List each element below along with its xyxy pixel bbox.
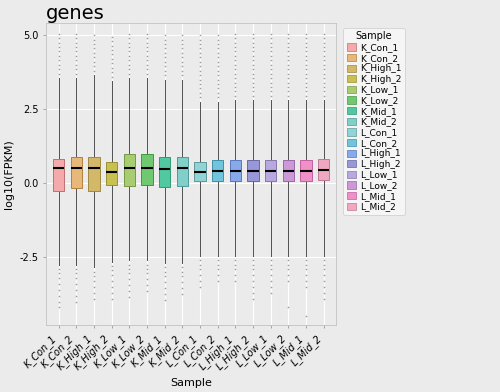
PathPatch shape bbox=[248, 160, 259, 181]
X-axis label: Sample: Sample bbox=[170, 378, 212, 388]
PathPatch shape bbox=[159, 157, 170, 187]
PathPatch shape bbox=[176, 157, 188, 186]
PathPatch shape bbox=[230, 160, 241, 181]
PathPatch shape bbox=[53, 159, 64, 191]
PathPatch shape bbox=[300, 160, 312, 181]
Text: genes: genes bbox=[46, 4, 105, 23]
Y-axis label: log10(FPKM): log10(FPKM) bbox=[4, 140, 14, 209]
PathPatch shape bbox=[142, 154, 153, 185]
PathPatch shape bbox=[124, 154, 135, 186]
Legend: K_Con_1, K_Con_2, K_High_1, K_High_2, K_Low_1, K_Low_2, K_Mid_1, K_Mid_2, L_Con_: K_Con_1, K_Con_2, K_High_1, K_High_2, K_… bbox=[344, 28, 405, 215]
PathPatch shape bbox=[212, 160, 224, 181]
PathPatch shape bbox=[70, 157, 82, 188]
PathPatch shape bbox=[282, 160, 294, 181]
PathPatch shape bbox=[194, 162, 206, 181]
PathPatch shape bbox=[106, 162, 118, 185]
PathPatch shape bbox=[265, 160, 276, 181]
PathPatch shape bbox=[318, 159, 330, 180]
PathPatch shape bbox=[88, 157, 100, 191]
